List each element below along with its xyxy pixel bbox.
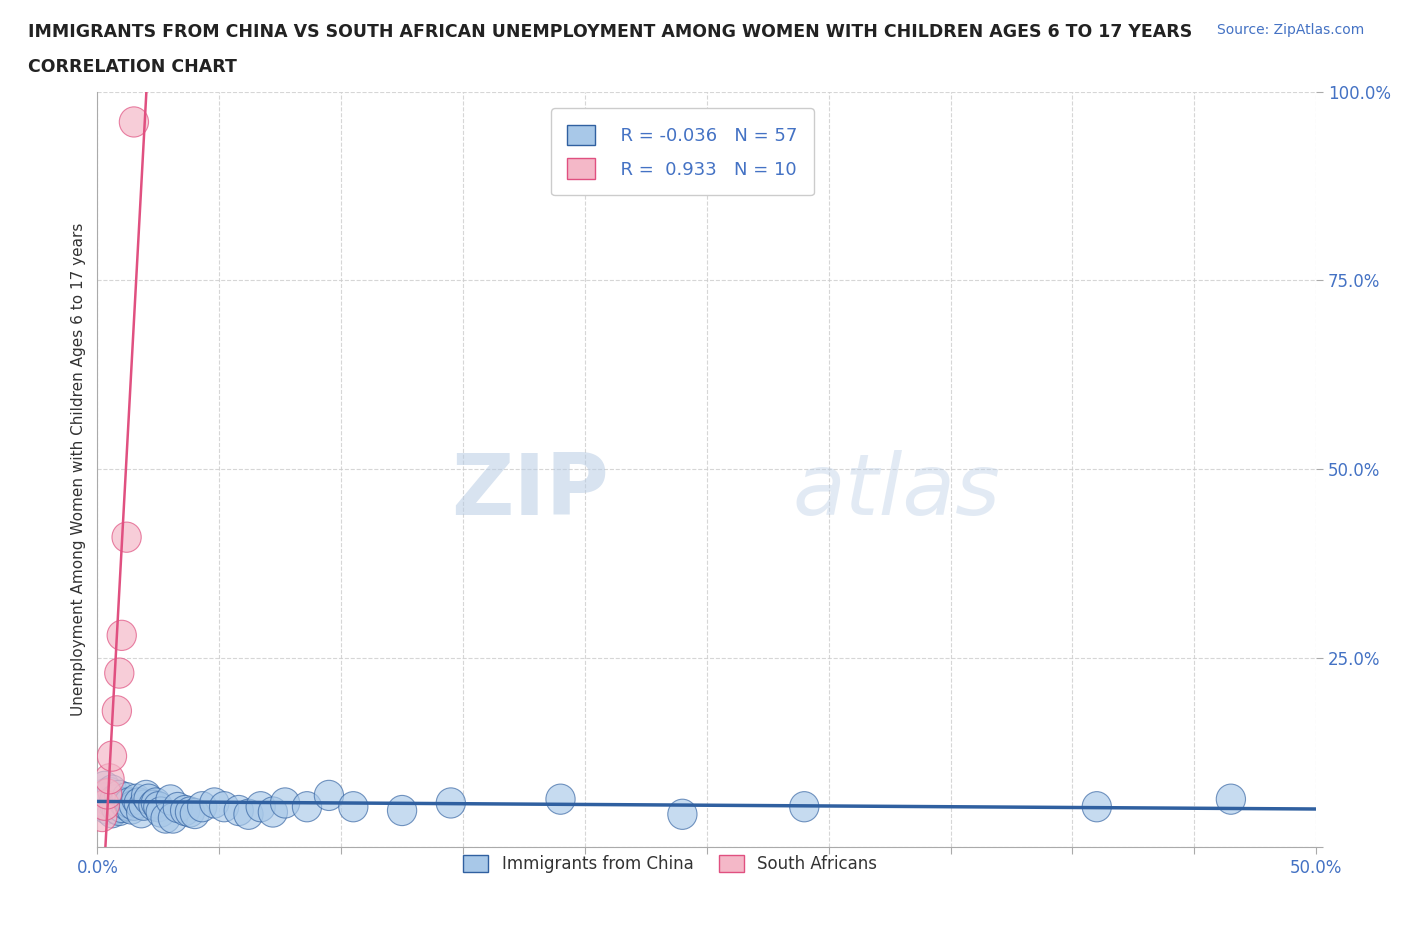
Ellipse shape	[790, 791, 818, 822]
Text: CORRELATION CHART: CORRELATION CHART	[28, 58, 238, 75]
Ellipse shape	[110, 788, 139, 818]
Text: Source: ZipAtlas.com: Source: ZipAtlas.com	[1216, 23, 1364, 37]
Ellipse shape	[103, 794, 132, 824]
Ellipse shape	[176, 797, 205, 827]
Ellipse shape	[114, 788, 143, 818]
Ellipse shape	[134, 784, 163, 815]
Ellipse shape	[112, 782, 141, 813]
Ellipse shape	[246, 791, 276, 822]
Ellipse shape	[117, 794, 146, 824]
Ellipse shape	[93, 778, 122, 809]
Ellipse shape	[141, 788, 170, 818]
Y-axis label: Unemployment Among Women with Children Ages 6 to 17 years: Unemployment Among Women with Children A…	[72, 222, 86, 716]
Ellipse shape	[163, 792, 193, 823]
Ellipse shape	[1216, 784, 1246, 815]
Ellipse shape	[668, 799, 697, 830]
Ellipse shape	[339, 791, 368, 822]
Text: atlas: atlas	[792, 450, 1000, 534]
Ellipse shape	[292, 791, 322, 822]
Ellipse shape	[1083, 791, 1111, 822]
Ellipse shape	[120, 790, 149, 820]
Ellipse shape	[270, 788, 299, 818]
Legend: Immigrants from China, South Africans: Immigrants from China, South Africans	[457, 848, 883, 880]
Ellipse shape	[96, 777, 124, 807]
Ellipse shape	[107, 792, 136, 823]
Ellipse shape	[122, 784, 150, 815]
Ellipse shape	[129, 790, 159, 820]
Ellipse shape	[388, 795, 416, 826]
Ellipse shape	[315, 780, 343, 811]
Ellipse shape	[103, 696, 132, 726]
Ellipse shape	[224, 795, 253, 826]
Ellipse shape	[112, 790, 141, 820]
Ellipse shape	[150, 803, 180, 833]
Ellipse shape	[86, 782, 114, 813]
Ellipse shape	[436, 788, 465, 818]
Ellipse shape	[87, 790, 117, 820]
Text: IMMIGRANTS FROM CHINA VS SOUTH AFRICAN UNEMPLOYMENT AMONG WOMEN WITH CHILDREN AG: IMMIGRANTS FROM CHINA VS SOUTH AFRICAN U…	[28, 23, 1192, 41]
Ellipse shape	[546, 784, 575, 815]
Ellipse shape	[90, 771, 120, 802]
Ellipse shape	[120, 107, 149, 137]
Ellipse shape	[87, 802, 117, 831]
Ellipse shape	[156, 785, 186, 815]
Ellipse shape	[90, 790, 120, 820]
Ellipse shape	[93, 782, 122, 813]
Text: ZIP: ZIP	[451, 450, 609, 534]
Ellipse shape	[259, 797, 287, 827]
Ellipse shape	[200, 788, 229, 818]
Ellipse shape	[97, 741, 127, 771]
Ellipse shape	[146, 797, 176, 827]
Ellipse shape	[112, 522, 141, 552]
Ellipse shape	[139, 790, 169, 820]
Ellipse shape	[90, 778, 120, 809]
Ellipse shape	[132, 780, 160, 811]
Ellipse shape	[93, 794, 122, 824]
Ellipse shape	[124, 788, 153, 818]
Ellipse shape	[104, 658, 134, 688]
Ellipse shape	[127, 798, 156, 828]
Ellipse shape	[97, 775, 127, 805]
Ellipse shape	[180, 799, 209, 829]
Ellipse shape	[100, 790, 129, 820]
Ellipse shape	[107, 620, 136, 650]
Ellipse shape	[100, 785, 129, 815]
Ellipse shape	[96, 764, 124, 794]
Ellipse shape	[159, 803, 187, 833]
Ellipse shape	[209, 791, 239, 822]
Ellipse shape	[187, 791, 217, 822]
Ellipse shape	[96, 787, 124, 817]
Ellipse shape	[104, 780, 134, 811]
Ellipse shape	[170, 795, 200, 826]
Ellipse shape	[233, 799, 263, 830]
Ellipse shape	[104, 795, 134, 826]
Ellipse shape	[97, 798, 127, 828]
Ellipse shape	[143, 791, 173, 822]
